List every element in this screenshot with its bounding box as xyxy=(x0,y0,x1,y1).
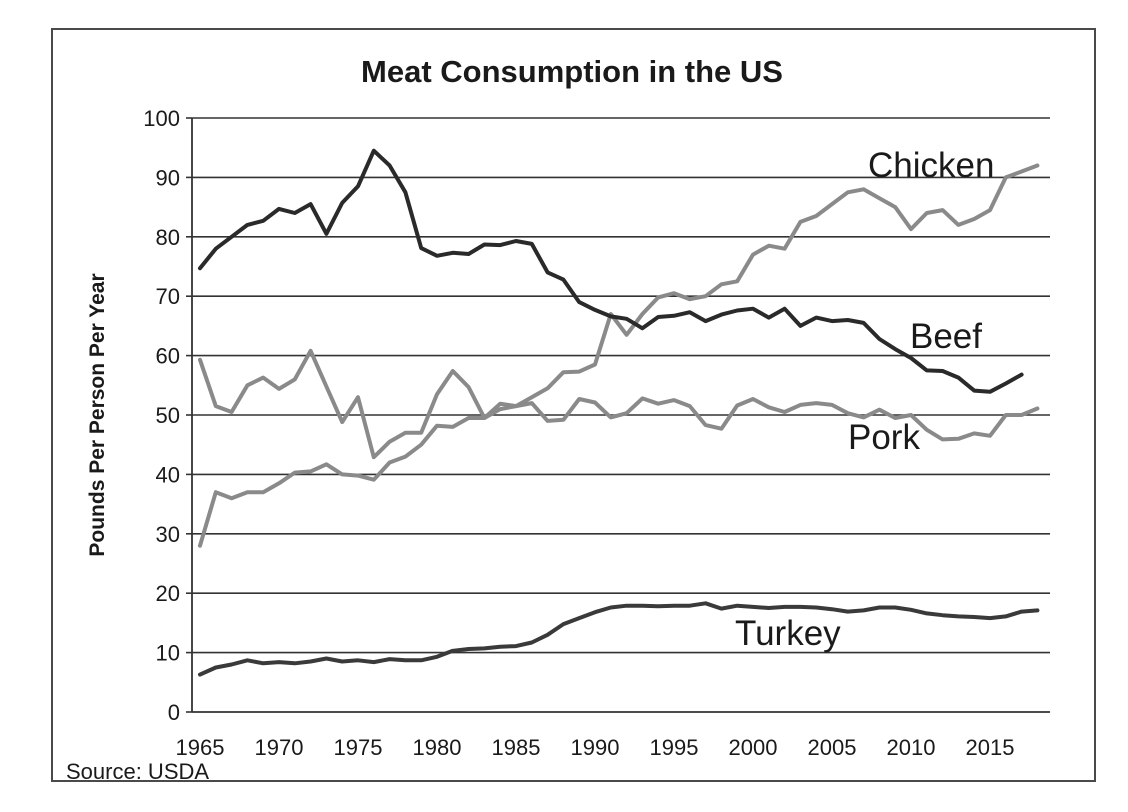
y-tick-label: 70 xyxy=(156,284,180,309)
x-tick-label: 1990 xyxy=(571,735,620,760)
x-tick-label: 2010 xyxy=(886,735,935,760)
chart-title: Meat Consumption in the US xyxy=(361,54,783,89)
x-tick-label: 2000 xyxy=(728,735,777,760)
series-label-beef: Beef xyxy=(910,317,982,356)
y-axis-label: Pounds Per Person Per Year xyxy=(86,273,109,556)
x-tick-label: 1985 xyxy=(492,735,541,760)
y-tick-label: 30 xyxy=(156,522,180,547)
y-tick-label: 0 xyxy=(168,700,180,725)
series-line-pork xyxy=(198,348,1040,460)
y-tick-label: 80 xyxy=(156,225,180,250)
x-tick-label: 1965 xyxy=(176,735,225,760)
series-label-chicken: Chicken xyxy=(868,146,994,185)
x-tick-label: 1975 xyxy=(334,735,383,760)
y-tick-label: 60 xyxy=(156,344,180,369)
y-tick-label: 10 xyxy=(156,641,180,666)
series-label-turkey: Turkey xyxy=(735,614,841,653)
series-label-pork: Pork xyxy=(848,418,920,457)
series-labels: Chicken Beef Pork Turkey xyxy=(735,146,994,653)
axes xyxy=(186,117,1050,713)
x-tick-label: 1995 xyxy=(650,735,699,760)
series-line-beef xyxy=(198,148,1024,394)
x-tick-label: 1980 xyxy=(413,735,462,760)
gridlines xyxy=(192,117,1050,654)
series-line-chicken xyxy=(198,163,1040,548)
y-tick-label: 20 xyxy=(156,581,180,606)
y-tick-label: 90 xyxy=(156,165,180,190)
x-tick-label: 2015 xyxy=(965,735,1014,760)
x-tick-label: 1970 xyxy=(255,735,304,760)
source-note: Source: USDA xyxy=(66,759,209,784)
y-tick-label: 100 xyxy=(143,106,180,131)
series-line-turkey xyxy=(198,601,1040,677)
series-lines xyxy=(198,148,1040,677)
x-tick-label: 2005 xyxy=(807,735,856,760)
y-tick-label: 50 xyxy=(156,403,180,428)
tick-labels: 0 10 20 30 40 50 60 70 80 90 100 1965 1970 1975 1980 19… xyxy=(143,106,1014,760)
y-tick-label: 40 xyxy=(156,462,180,487)
